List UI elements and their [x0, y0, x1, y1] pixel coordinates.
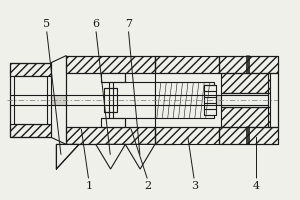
Text: 2: 2: [145, 181, 152, 191]
Bar: [10, 95, 268, 105]
Polygon shape: [56, 144, 79, 169]
Bar: [268, 73, 278, 127]
Bar: [10, 63, 51, 76]
Text: 3: 3: [191, 181, 198, 191]
Bar: [155, 56, 219, 73]
Text: 1: 1: [85, 181, 92, 191]
Bar: [221, 73, 270, 93]
Polygon shape: [125, 144, 155, 169]
Bar: [66, 127, 155, 144]
Bar: [66, 56, 155, 144]
Bar: [219, 127, 278, 144]
Bar: [221, 93, 270, 107]
Bar: [155, 82, 214, 118]
Bar: [101, 118, 125, 127]
Bar: [14, 76, 47, 124]
Text: 6: 6: [92, 19, 99, 29]
Bar: [10, 124, 51, 137]
Bar: [101, 73, 125, 82]
Bar: [221, 107, 270, 127]
Bar: [66, 56, 155, 73]
Bar: [10, 63, 51, 137]
Text: 7: 7: [125, 19, 132, 29]
Bar: [219, 56, 278, 73]
Text: 4: 4: [253, 181, 260, 191]
Text: 5: 5: [43, 19, 50, 29]
Bar: [104, 88, 118, 112]
Bar: [155, 127, 219, 144]
Polygon shape: [96, 144, 125, 169]
Bar: [204, 85, 216, 115]
